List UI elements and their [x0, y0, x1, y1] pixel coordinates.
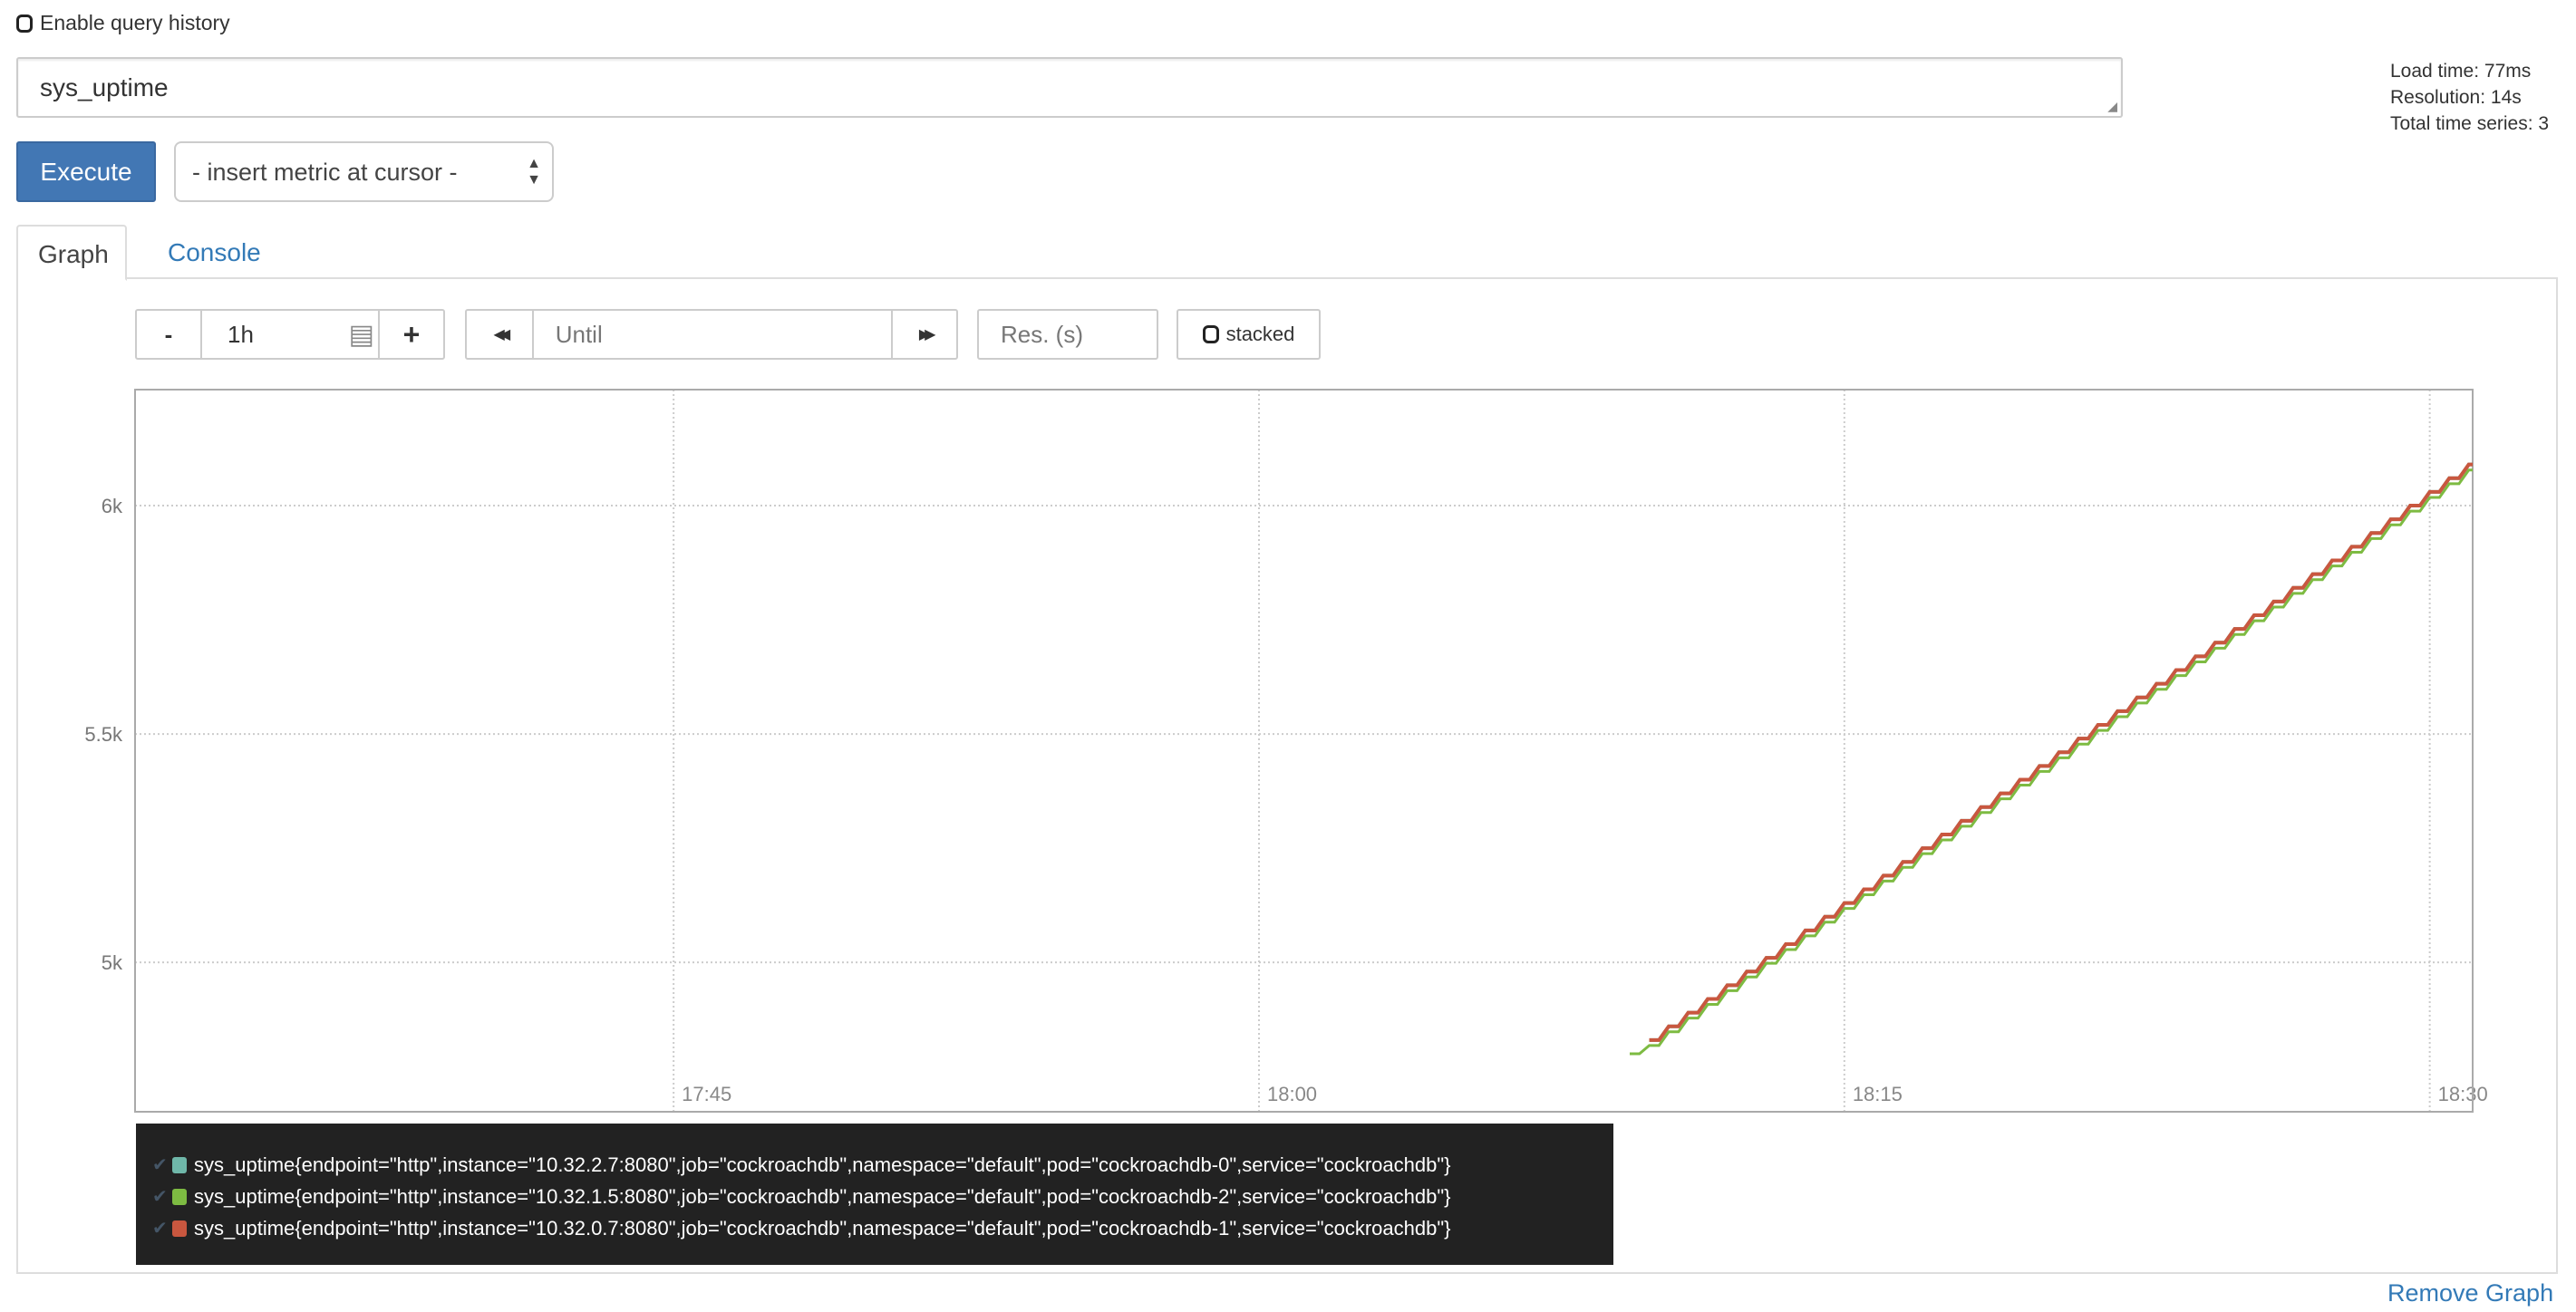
series-color-swatch	[172, 1220, 187, 1237]
legend: ✔ sys_uptime{endpoint="http",instance="10…	[136, 1124, 1613, 1265]
rewind-button[interactable]: ◀◀	[467, 311, 534, 358]
decrease-range-button[interactable]: -	[137, 311, 202, 358]
remove-graph-link[interactable]: Remove Graph	[2387, 1279, 2554, 1307]
series-line-1	[1630, 468, 2473, 1056]
stacked-label: stacked	[1225, 323, 1295, 345]
x-tick-label: 17:45	[682, 1083, 731, 1105]
expression-value: sys_uptime	[40, 73, 169, 101]
legend-item[interactable]: ✔ sys_uptime{endpoint="http",instance="10…	[136, 1212, 1613, 1244]
expression-input[interactable]: sys_uptime ◢	[16, 57, 2123, 118]
range-input[interactable]: 1h ▤	[202, 311, 380, 358]
range-value: 1h	[228, 320, 254, 348]
insert-metric-selected: - insert metric at cursor -	[192, 159, 458, 186]
query-history-toggle[interactable]: Enable query history	[16, 11, 230, 35]
increase-range-button[interactable]: +	[402, 317, 421, 351]
insert-metric-select[interactable]: - insert metric at cursor - ▲ ▼	[174, 141, 554, 202]
forward-button[interactable]: ▶▶	[918, 327, 936, 342]
x-tick-label: 18:00	[1267, 1083, 1317, 1105]
series-label: sys_uptime{endpoint="http",instance="10.…	[194, 1153, 1451, 1176]
series-line-2	[1649, 462, 2473, 1042]
query-stats: Load time: 77ms Resolution: 14s Total ti…	[2390, 58, 2549, 137]
stacked-toggle[interactable]: stacked	[1177, 309, 1321, 360]
stacked-checkbox[interactable]	[1202, 325, 1219, 343]
resolution-input[interactable]: Res. (s)	[977, 309, 1158, 360]
end-time-control: ◀◀ Until ▶▶	[465, 309, 958, 360]
series-label: sys_uptime{endpoint="http",instance="10.…	[194, 1216, 1451, 1240]
tab-console[interactable]: Console	[168, 238, 261, 266]
tab-bar: Graph Console	[16, 225, 2558, 281]
query-history-label: Enable query history	[40, 11, 230, 34]
load-time: Load time: 77ms	[2390, 61, 2532, 82]
until-input[interactable]: Until	[534, 311, 894, 358]
y-tick-label: 5k	[102, 951, 123, 974]
select-arrows-icon: ▲ ▼	[527, 156, 541, 188]
graph-panel	[16, 279, 2558, 1274]
x-tick-label: 18:15	[1853, 1083, 1903, 1105]
range-control: - 1h ▤ +	[135, 309, 445, 360]
plot-frame	[134, 389, 2474, 1113]
y-tick-label: 6k	[102, 495, 123, 517]
resize-grip-icon[interactable]: ◢	[2107, 99, 2117, 113]
check-icon: ✔	[152, 1219, 168, 1239]
x-tick-label: 18:30	[2438, 1083, 2488, 1105]
series-color-swatch	[172, 1156, 187, 1173]
legend-item[interactable]: ✔ sys_uptime{endpoint="http",instance="10…	[136, 1181, 1613, 1212]
execute-button[interactable]: Execute	[16, 141, 156, 202]
tab-graph[interactable]: Graph	[16, 225, 127, 281]
legend-item[interactable]: ✔ sys_uptime{endpoint="http",instance="10…	[136, 1149, 1613, 1181]
total-time-series: Total time series: 3	[2390, 113, 2550, 134]
series-label: sys_uptime{endpoint="http",instance="10.…	[194, 1184, 1451, 1208]
series-color-swatch	[172, 1188, 187, 1205]
resolution: Resolution: 14s	[2390, 87, 2522, 108]
y-tick-label: 5.5k	[84, 723, 123, 746]
check-icon: ✔	[152, 1155, 168, 1175]
check-icon: ✔	[152, 1187, 168, 1207]
calendar-icon[interactable]: ▤	[348, 319, 374, 350]
query-history-checkbox[interactable]	[16, 14, 33, 33]
